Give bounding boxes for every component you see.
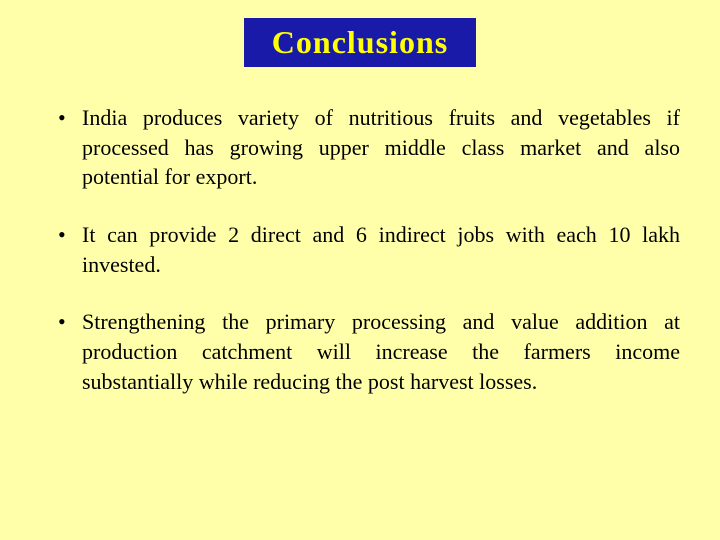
bullet-item: It can provide 2 direct and 6 indirect j… [58, 220, 680, 279]
bullet-item: Strengthening the primary processing and… [58, 307, 680, 396]
bullet-item: India produces variety of nutritious fru… [58, 103, 680, 192]
bullet-list: India produces variety of nutritious fru… [40, 103, 680, 397]
slide-title: Conclusions [244, 18, 476, 67]
